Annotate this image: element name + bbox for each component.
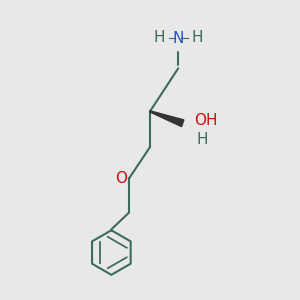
Text: OH: OH [195,113,218,128]
Text: H: H [153,30,165,45]
Text: O: O [115,171,127,186]
Text: H: H [192,30,203,45]
Text: N: N [172,31,184,46]
Polygon shape [150,111,184,127]
Text: H: H [197,132,208,147]
